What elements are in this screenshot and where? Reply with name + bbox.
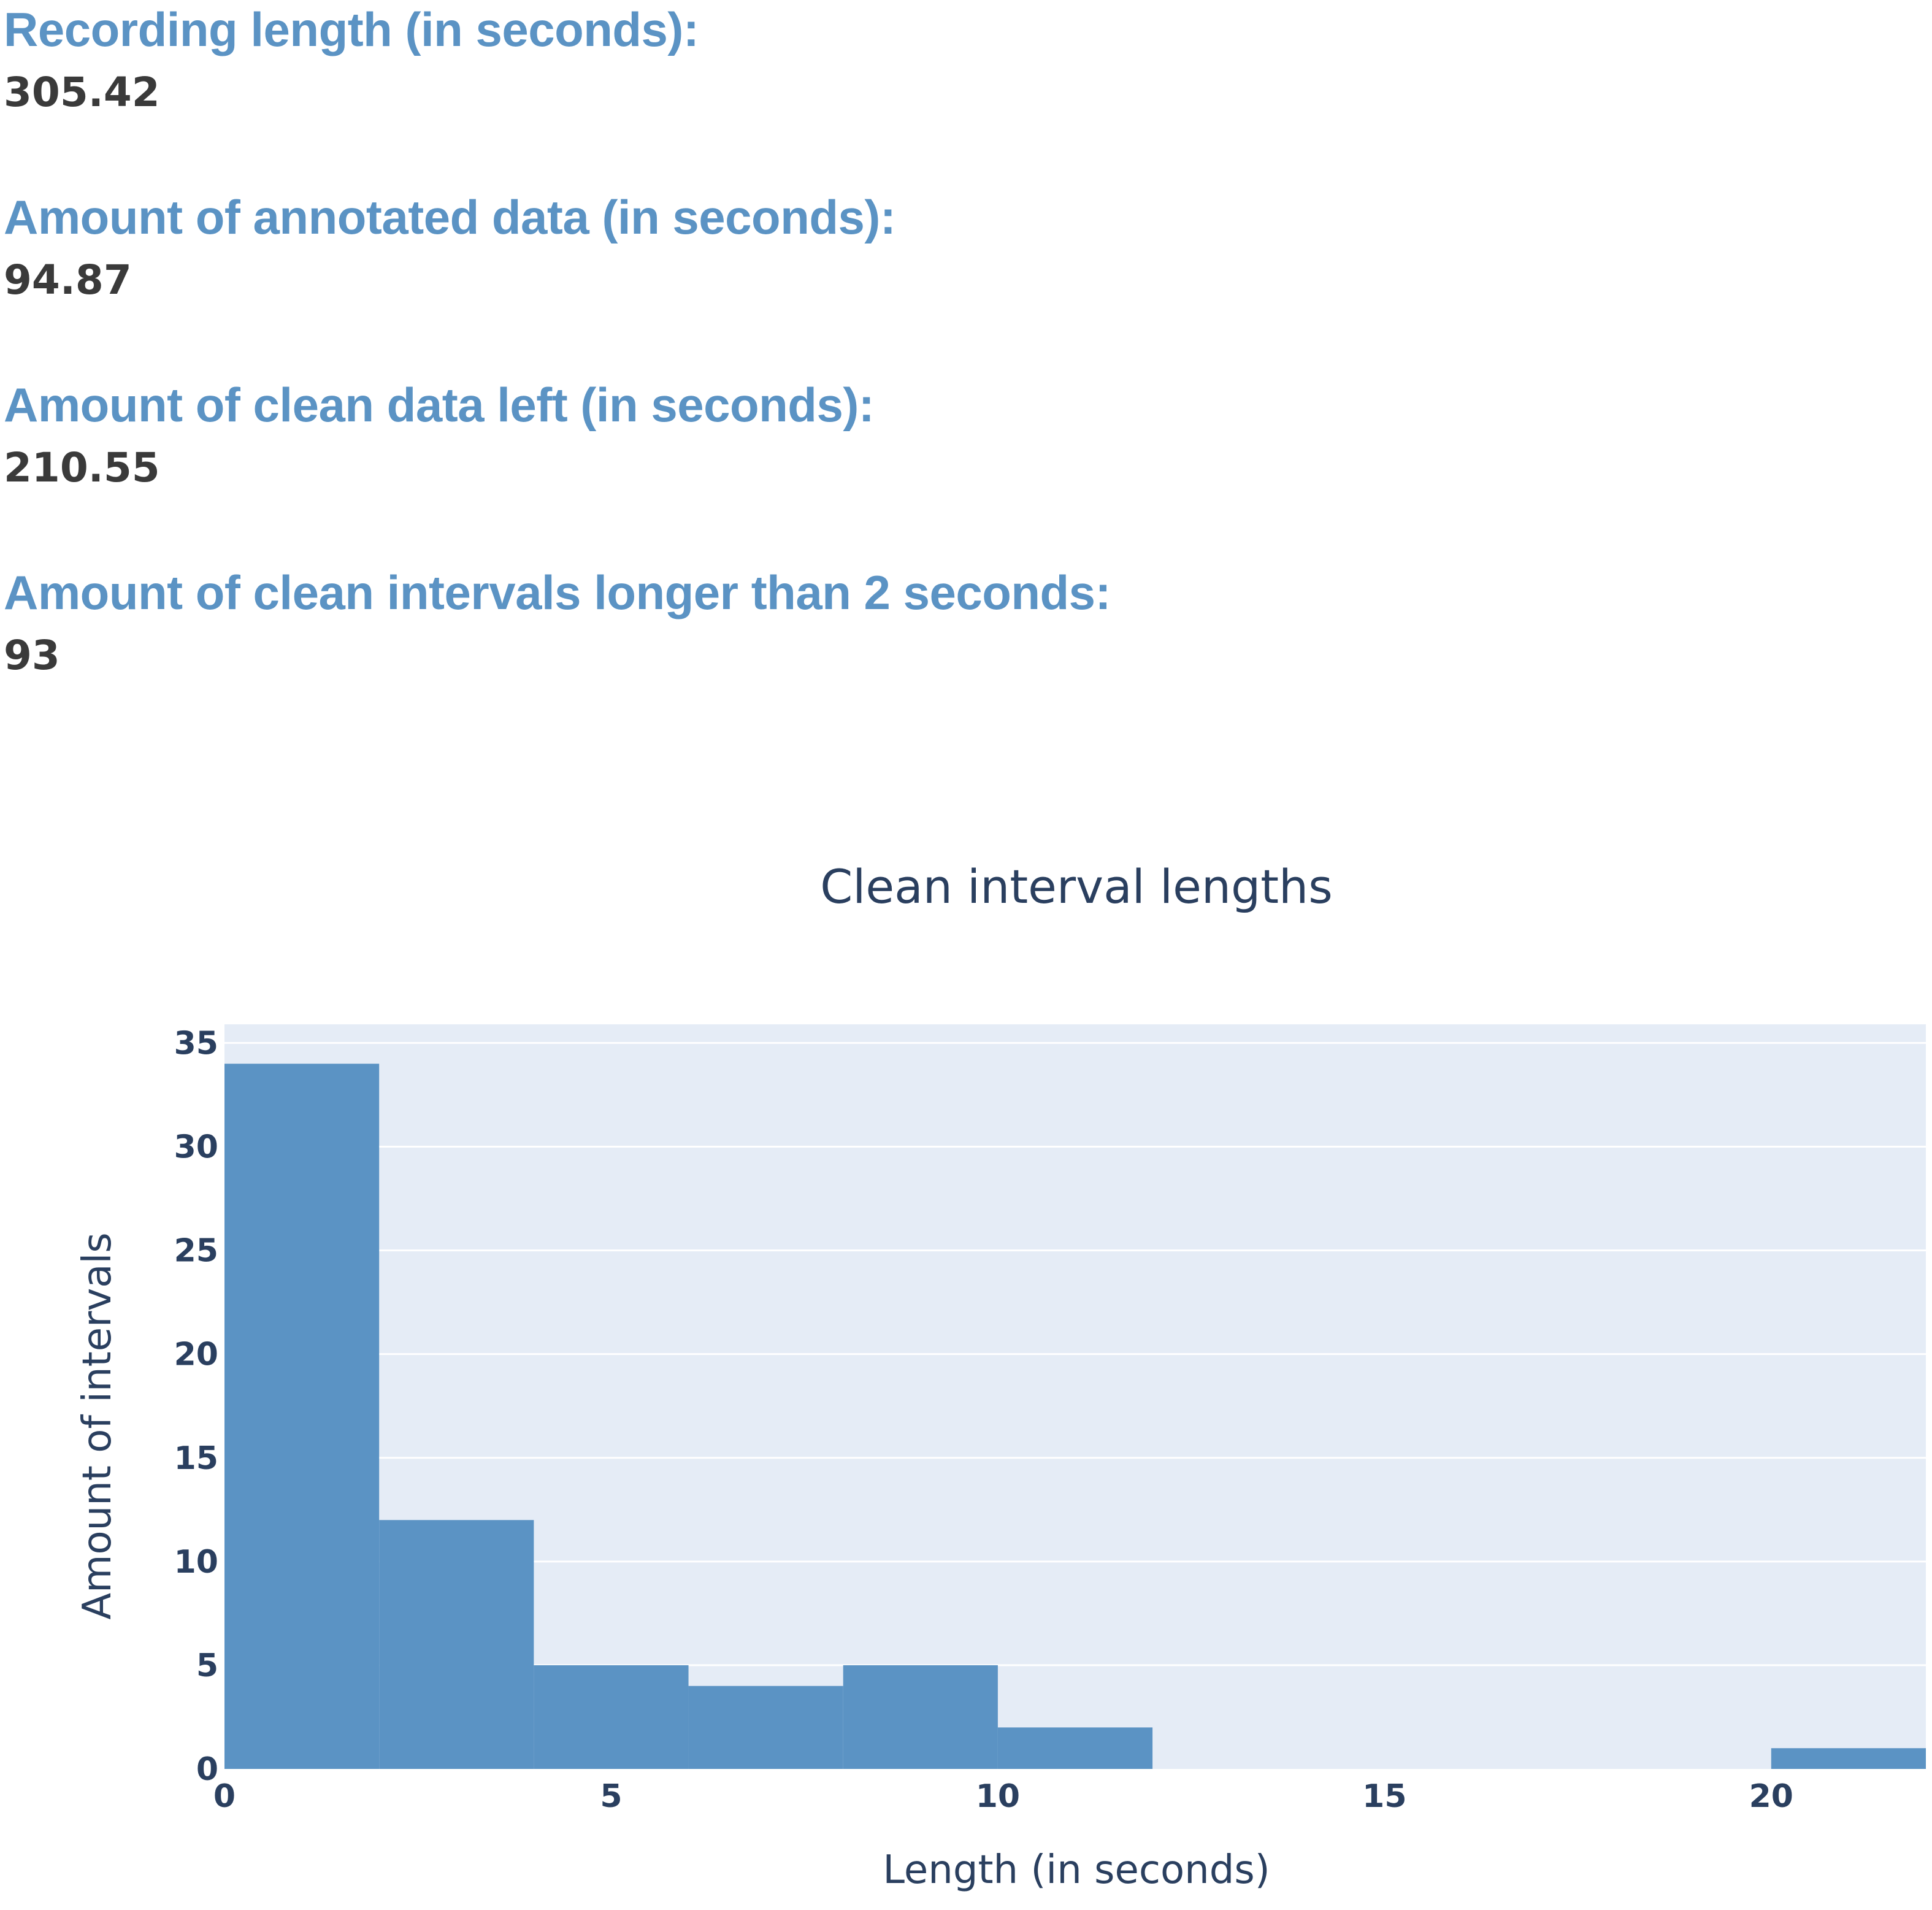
stat-value: 93 bbox=[4, 632, 60, 679]
x-axis-title: Length (in seconds) bbox=[883, 1847, 1270, 1893]
y-tick-label: 20 bbox=[174, 1337, 218, 1373]
stat-annotated-data: Amount of annotated data (in seconds): 9… bbox=[4, 188, 1353, 314]
x-tick-label: 15 bbox=[1362, 1778, 1406, 1815]
chart-title: Clean interval lengths bbox=[820, 859, 1333, 914]
histogram-bar bbox=[843, 1665, 998, 1769]
stat-label: Amount of annotated data (in seconds): bbox=[4, 190, 896, 244]
y-tick-label: 0 bbox=[196, 1751, 218, 1788]
histogram-bar bbox=[534, 1665, 689, 1769]
x-tick-label: 0 bbox=[213, 1778, 236, 1815]
y-tick-label: 10 bbox=[174, 1544, 218, 1581]
histogram-bar bbox=[997, 1727, 1153, 1769]
histogram-bar bbox=[224, 1064, 380, 1769]
histogram-bar bbox=[379, 1520, 534, 1769]
stat-value: 94.87 bbox=[4, 256, 132, 304]
x-axis-ticks: 0 5 10 15 20 bbox=[213, 1778, 1793, 1815]
x-tick-label: 20 bbox=[1749, 1778, 1793, 1815]
stat-label: Amount of clean data left (in seconds): bbox=[4, 378, 875, 432]
histogram-chart: Clean interval lengths 0 5 10 15 20 25 30 35 0 5… bbox=[75, 859, 1926, 1893]
y-tick-label: 30 bbox=[174, 1129, 218, 1166]
x-tick-label: 5 bbox=[600, 1778, 622, 1815]
histogram-bar bbox=[1771, 1748, 1926, 1769]
stat-recording-length: Recording length (in seconds): 305.42 bbox=[4, 0, 1353, 126]
histogram-bar bbox=[688, 1686, 843, 1769]
y-tick-label: 35 bbox=[174, 1025, 218, 1062]
y-axis-title: Amount of intervals bbox=[75, 1232, 120, 1619]
y-tick-label: 25 bbox=[174, 1233, 218, 1270]
stat-value: 210.55 bbox=[4, 444, 160, 491]
stat-clean-intervals-count: Amount of clean intervals longer than 2 … bbox=[4, 563, 1353, 689]
y-tick-label: 15 bbox=[174, 1440, 218, 1477]
stats-panel: Recording length (in seconds): 305.42 Am… bbox=[4, 0, 1353, 751]
y-tick-label: 5 bbox=[196, 1647, 218, 1684]
stat-label: Recording length (in seconds): bbox=[4, 2, 699, 56]
stat-value: 305.42 bbox=[4, 69, 160, 116]
stat-clean-data-left: Amount of clean data left (in seconds): … bbox=[4, 375, 1353, 502]
y-axis-ticks: 0 5 10 15 20 25 30 35 bbox=[174, 1025, 218, 1788]
stat-label: Amount of clean intervals longer than 2 … bbox=[4, 566, 1111, 619]
x-tick-label: 10 bbox=[976, 1778, 1020, 1815]
histogram-bars bbox=[224, 1064, 1926, 1769]
